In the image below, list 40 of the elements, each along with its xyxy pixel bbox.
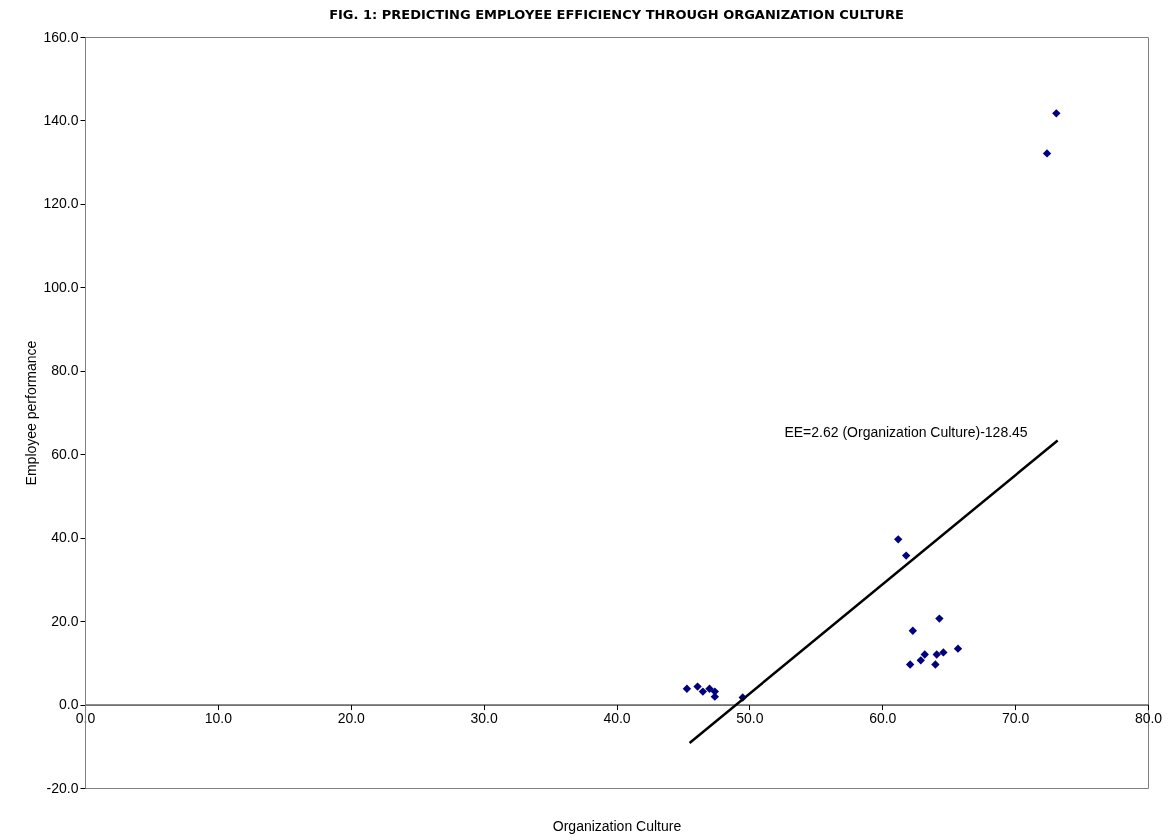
point xyxy=(931,660,940,669)
x-tick-label: 0.0 xyxy=(75,710,96,727)
y-tick-label: 80.0 xyxy=(51,362,79,379)
y-tick-label: 160.0 xyxy=(43,28,79,45)
y-tick-label: 20.0 xyxy=(51,612,79,629)
annotation: EE=2.62 (Organization Culture)-128.45 xyxy=(784,424,1028,441)
x-tick-label: 60.0 xyxy=(869,710,897,727)
point xyxy=(901,551,911,560)
point xyxy=(935,614,944,623)
x-tick-label: 40.0 xyxy=(603,710,631,727)
y-tick-label: 40.0 xyxy=(51,529,79,546)
point xyxy=(920,650,929,659)
point xyxy=(682,684,692,693)
x-tick-label: 70.0 xyxy=(1002,710,1030,727)
point xyxy=(932,650,941,659)
x-tick-label: 10.0 xyxy=(204,710,233,727)
y-tick-label: 120.0 xyxy=(43,195,79,212)
point xyxy=(939,648,948,657)
point xyxy=(953,644,963,653)
point xyxy=(908,626,917,635)
y-tick-label: 0.0 xyxy=(59,696,79,713)
point xyxy=(916,656,925,665)
x-axis-title: Organization Culture xyxy=(552,817,682,834)
chart-title: FIG. 1: PREDICTING EMPLOYEE EFFICIENCY THROUGH ORGANIZATION CULTURE xyxy=(329,7,904,22)
point xyxy=(705,684,714,693)
x-tick-label: 30.0 xyxy=(470,710,498,727)
y-tick-label: 140.0 xyxy=(43,111,79,128)
point xyxy=(894,535,903,544)
point xyxy=(698,687,708,696)
y-tick-label: 100.0 xyxy=(43,278,79,295)
x-tick-label: 20.0 xyxy=(337,710,366,727)
point xyxy=(1042,149,1052,158)
x-tick-label: 50.0 xyxy=(736,710,764,727)
y-tick-label: 60.0 xyxy=(51,445,79,462)
y-axis-title: Employee performance xyxy=(23,340,40,486)
point xyxy=(905,660,915,669)
y-tick-label: -20.0 xyxy=(46,779,79,796)
x-tick-label: 80.0 xyxy=(1134,710,1163,727)
point xyxy=(1052,109,1061,118)
point xyxy=(693,682,702,691)
